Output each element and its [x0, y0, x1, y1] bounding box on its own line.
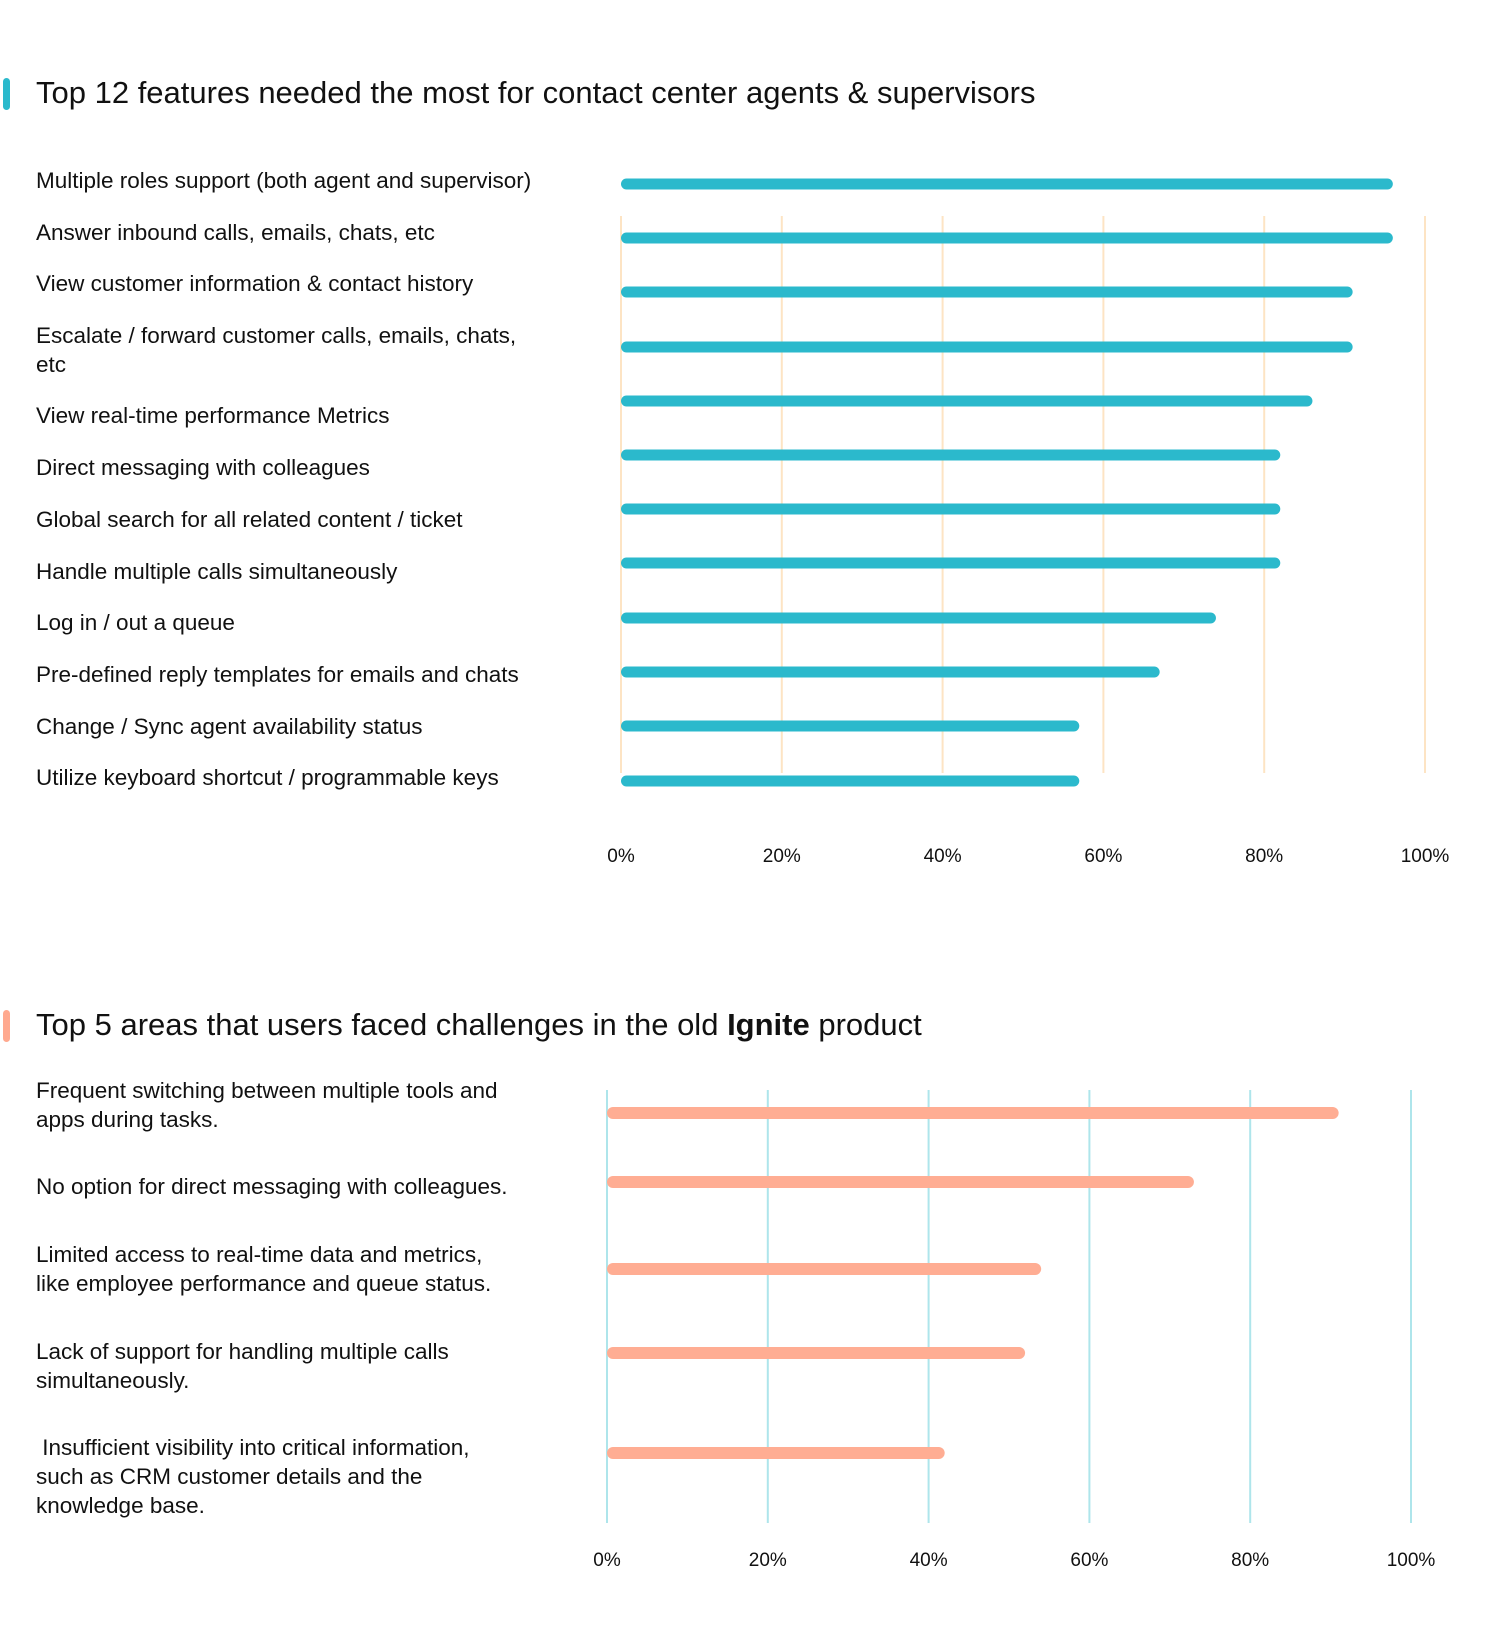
chart1-tick-label: 60%	[1084, 846, 1122, 867]
chart2-title-part: Top 5 areas that users faced challenges …	[36, 1007, 728, 1042]
chart1-accent-bar	[3, 78, 10, 110]
chart1-category-label: View real-time performance Metrics	[36, 403, 390, 428]
chart2-category-label: Lack of support for handling multiple ca…	[36, 1339, 449, 1393]
chart2-accent-bar	[3, 1010, 10, 1042]
chart2-tick-label: 80%	[1231, 1550, 1269, 1571]
chart1-category-label: Pre-defined reply templates for emails a…	[36, 662, 519, 687]
chart1-tick-label: 0%	[607, 846, 635, 867]
chart1-tick-label: 100%	[1401, 846, 1450, 867]
chart2-tick-label: 20%	[749, 1550, 787, 1571]
chart2-tick-label: 60%	[1070, 1550, 1108, 1571]
chart2-category-label: Insufficient visibility into critical in…	[36, 1435, 470, 1518]
chart2-tick-label: 40%	[910, 1550, 948, 1571]
chart1-title: Top 12 features needed the most for cont…	[36, 75, 1036, 110]
chart2-title-product: Ignite	[727, 1007, 810, 1042]
chart2-tick-label: 100%	[1387, 1550, 1436, 1571]
chart1-category-label: Direct messaging with colleagues	[36, 455, 370, 480]
chart2-category-label: No option for direct messaging with coll…	[36, 1174, 508, 1199]
chart1-category-label: Multiple roles support (both agent and s…	[36, 168, 532, 193]
chart1-category-label: Handle multiple calls simultaneously	[36, 559, 398, 584]
chart1-tick-label: 40%	[924, 846, 962, 867]
chart2-title: Top 5 areas that users faced challenges …	[36, 1007, 922, 1043]
chart2-category-label: Limited access to real-time data and met…	[36, 1242, 492, 1296]
chart1-category-label: Global search for all related content / …	[36, 507, 463, 532]
chart1-category-label: Change / Sync agent availability status	[36, 714, 423, 739]
chart1-category-label: Escalate / forward customer calls, email…	[36, 323, 517, 377]
chart1-category-label: View customer information & contact hist…	[36, 271, 474, 296]
chart2-category-label: Frequent switching between multiple tool…	[36, 1078, 498, 1132]
chart2-tick-label: 0%	[593, 1550, 621, 1571]
chart1-category-label: Log in / out a queue	[36, 610, 235, 635]
chart1-tick-label: 80%	[1245, 846, 1283, 867]
chart1-category-label: Answer inbound calls, emails, chats, etc	[36, 220, 435, 245]
chart1-category-label: Utilize keyboard shortcut / programmable…	[36, 765, 499, 790]
chart1-tick-label: 20%	[763, 846, 801, 867]
chart2-title-part: product	[809, 1007, 922, 1042]
